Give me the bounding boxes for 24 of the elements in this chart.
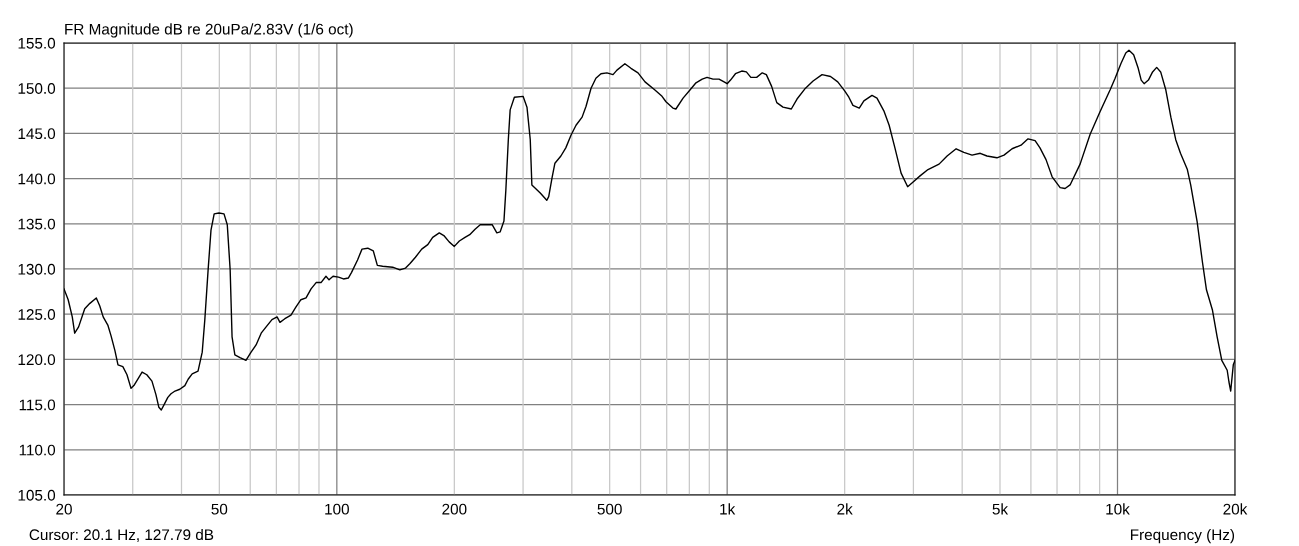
y-tick-label: 125.0 — [18, 309, 56, 320]
y-tick-label: 130.0 — [18, 263, 56, 275]
x-tick-label: 2k — [837, 503, 853, 515]
y-tick-label: 115.0 — [19, 399, 56, 411]
y-tick-label: 120.0 — [18, 354, 56, 366]
x-tick-label: 5k — [992, 503, 1009, 515]
y-tick-label: 145.0 — [18, 128, 56, 140]
x-tick-label: 20k — [1223, 503, 1248, 515]
x-tick-label: 10k — [1106, 503, 1130, 515]
y-tick-label: 155.0 — [18, 37, 56, 49]
y-tick-label: 150.0 — [18, 83, 56, 94]
text: Cursor: 20.1 Hz, 127.79 dB — [29, 528, 214, 542]
x-tick-label: 500 — [597, 503, 622, 515]
x-tick-label: 50 — [211, 503, 228, 515]
x-tick-label: 100 — [325, 503, 349, 515]
x-tick-label: 20 — [56, 503, 72, 515]
y-tick-label: 105.0 — [18, 489, 56, 501]
y-tick-label: 110.0 — [19, 444, 56, 456]
x-tick-label: 200 — [442, 503, 467, 515]
y-tick-label: 140.0 — [18, 173, 56, 185]
x-tick-label: 1k — [720, 503, 736, 515]
x-axis-title: Frequency (Hz) — [1130, 528, 1235, 544]
chart-title: FR Magnitude dB re 20uPa/2.83V (1/6 oct) — [65, 23, 353, 38]
y-tick-label: 135.0 — [18, 218, 56, 230]
